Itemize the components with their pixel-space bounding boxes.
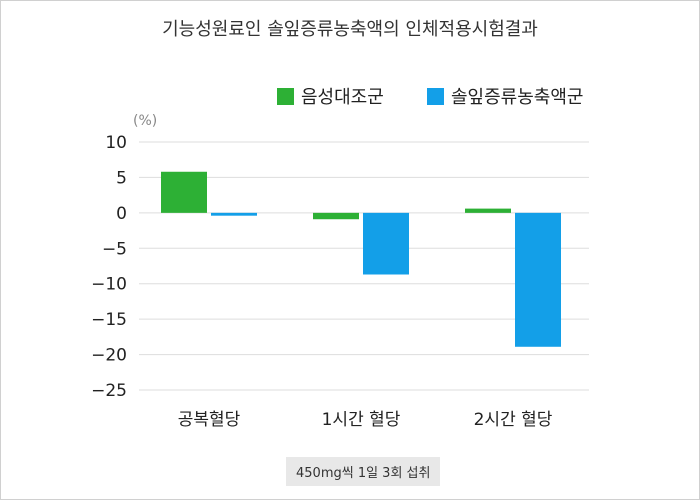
y-tick-label: −20 <box>91 346 127 366</box>
bar-treatment-1 <box>211 212 257 216</box>
y-tick-label: −10 <box>91 275 127 295</box>
x-axis: 공복혈당 1시간 혈당 2시간 혈당 <box>178 410 553 430</box>
y-tick-label: 10 <box>105 133 127 153</box>
x-category-label: 2시간 혈당 <box>474 410 553 430</box>
legend-label: 음성대조군 <box>301 87 384 108</box>
bar-treatment-2 <box>363 212 409 275</box>
y-tick-label: 5 <box>116 168 127 188</box>
bar-treatment-3 <box>515 212 561 347</box>
legend: 음성대조군 솔잎증류농축액군 <box>277 87 583 108</box>
y-tick-label: −15 <box>91 310 127 330</box>
dosage-footnote: 450mg씩 1일 3회 섭취 <box>286 457 441 486</box>
y-tick-label: −25 <box>91 381 127 401</box>
x-category-label: 1시간 혈당 <box>322 410 401 430</box>
y-axis-unit-label: (%) <box>133 113 157 129</box>
y-axis: 10 5 0 −5 −10 −15 −20 −25 <box>91 133 127 401</box>
y-tick-label: −5 <box>102 239 127 259</box>
legend-label: 솔잎증류농축액군 <box>451 87 583 108</box>
y-tick-label: 0 <box>116 204 127 224</box>
bar-control-3 <box>465 208 511 213</box>
bars <box>161 171 561 347</box>
chart-title: 기능성원료인 솔잎증류농축액의 인체적용시험결과 <box>162 19 538 40</box>
legend-swatch <box>427 88 444 105</box>
bar-control-1 <box>161 171 207 213</box>
bar-control-2 <box>313 212 359 220</box>
legend-swatch <box>277 88 294 105</box>
x-category-label: 공복혈당 <box>178 410 241 430</box>
